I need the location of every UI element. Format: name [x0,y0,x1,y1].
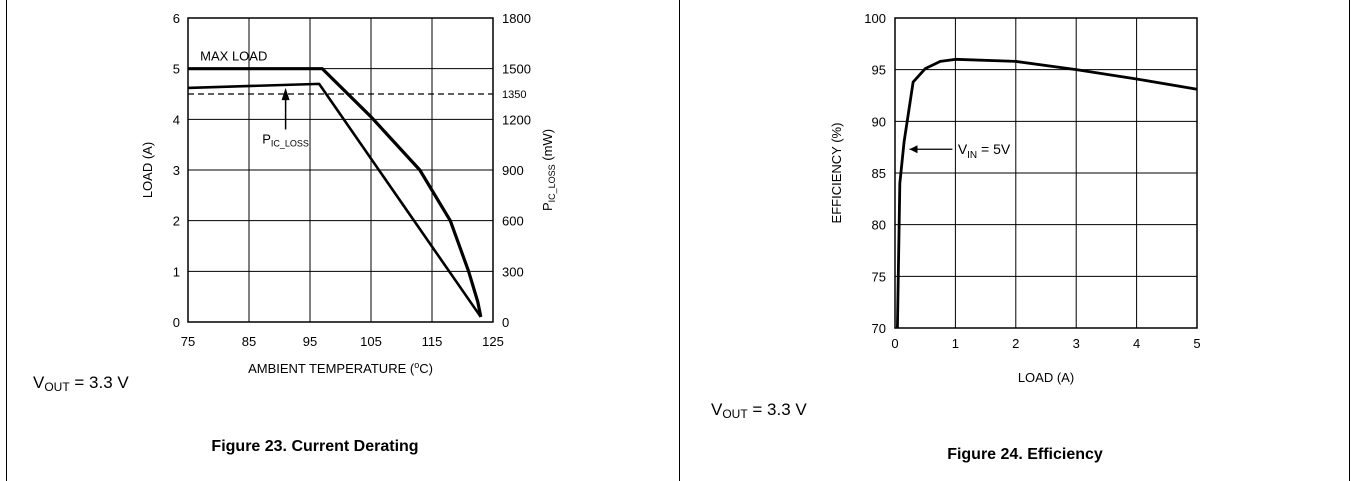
vout-prefix: V [33,373,45,392]
y2-tick-label: 1800 [502,11,531,26]
y2-tick-label: 1500 [502,62,531,77]
figure-24-caption: Figure 24. Efficiency [947,446,1103,463]
y2-tick-label: 300 [502,264,524,279]
x-tick-label: 3 [1073,336,1080,351]
vin-label: VIN = 5V [958,141,1011,161]
ic-loss-line [187,82,482,318]
ploss-label: PIC_LOSS [262,132,309,149]
y2-tick-label: 1200 [502,112,531,127]
plot-area-border [187,17,494,323]
y-tick-label: 90 [872,114,886,129]
y-axis-label: LOAD (A) [140,142,155,198]
y-tick-label: 70 [872,321,886,336]
x-tick-label: 105 [360,334,382,349]
y-tick-label: 4 [173,112,180,127]
y-tick-label: 2 [173,214,180,229]
y-tick-label: 0 [173,315,180,330]
y-tick-label: 95 [872,63,886,78]
x-tick-label: 75 [181,334,195,349]
x-tick-label: 5 [1193,336,1200,351]
center-panel-divider [679,0,680,481]
max-load-label: MAX LOAD [200,49,267,64]
vin-arrow-head [909,145,918,154]
x-tick-label: 1 [952,336,959,351]
plot-area-border [894,17,1198,329]
x-tick-label: 85 [242,334,256,349]
y-tick-label: 80 [872,218,886,233]
x-tick-label: 4 [1133,336,1140,351]
ploss-arrow-head [281,87,290,101]
efficiency-line [896,57,1198,329]
y-tick-label: 3 [173,163,180,178]
x-axis-label: LOAD (A) [1018,370,1074,385]
x-tick-label: 2 [1012,336,1019,351]
efficiency-chart: 0 1 2 3 4 5 70 75 80 85 90 95 100 VIN = 5V LOAD (A) EFF… [829,11,1201,385]
left-panel-border [6,0,7,481]
x-axis-label: AMBIENT TEMPERATURE (oC) [248,360,433,376]
x-tick-label: 115 [422,334,443,349]
right-panel-border [1349,0,1350,481]
vout-suffix: = 3.3 V [69,373,129,392]
current-derating-chart: 75 85 95 105 115 125 0 1 2 3 4 5 6 0 300 600 900 1200 1500… [140,11,557,376]
x-tick-label: 125 [482,334,504,349]
vout-sub: OUT [44,380,70,394]
y2-tick-label: 1350 [502,89,526,101]
figure-23-caption: Figure 23. Current Derating [211,438,419,455]
y-tick-label: 85 [872,166,886,181]
max-load-line [188,67,483,318]
vout-note-fig23: VOUT = 3.3 V [33,373,129,394]
y-tick-label: 100 [864,11,886,26]
x-tick-label: 0 [891,336,898,351]
y-tick-label: 5 [173,62,180,77]
y2-axis-label: PIC_LOSS (mW) [540,129,557,211]
vout-note-fig24: VOUT = 3.3 V [711,400,807,421]
y-tick-label: 6 [173,11,180,26]
y2-tick-label: 0 [502,315,509,330]
vout-prefix: V [711,400,723,419]
y2-tick-label: 600 [502,214,524,229]
y2-tick-label: 900 [502,163,524,178]
y-axis-label: EFFICIENCY (%) [829,123,844,224]
vout-sub: OUT [722,407,748,421]
vout-suffix: = 3.3 V [747,400,807,419]
y-tick-label: 75 [872,269,886,284]
x-tick-label: 95 [303,334,317,349]
y-tick-label: 1 [173,264,180,279]
